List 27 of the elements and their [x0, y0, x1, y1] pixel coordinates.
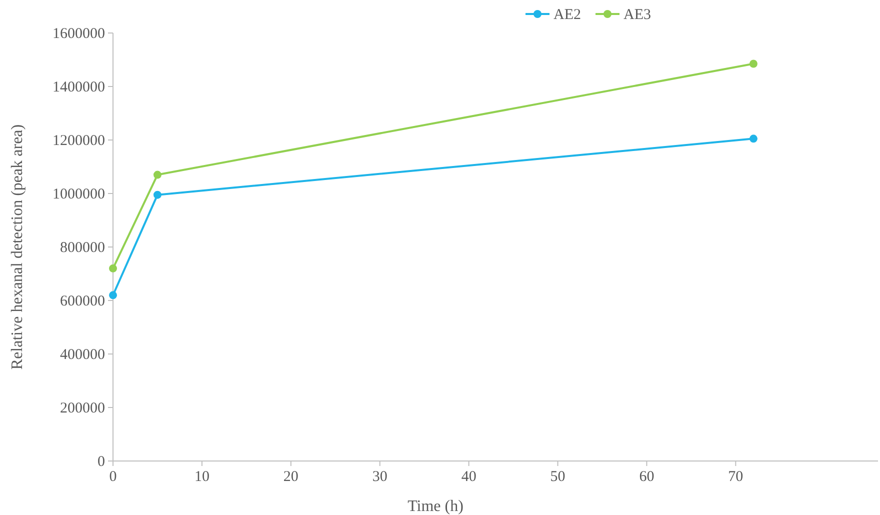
point	[749, 60, 758, 68]
point	[109, 264, 117, 272]
x-tick-label: 30	[372, 469, 388, 485]
x-tick-label: 60	[639, 469, 654, 485]
y-tick-label: 1200000	[52, 133, 105, 149]
x-tick-label: 70	[728, 469, 744, 485]
point	[153, 170, 162, 179]
legend-label: AE2	[554, 7, 581, 23]
point	[749, 134, 758, 143]
x-tick-label: 10	[194, 469, 210, 485]
point	[109, 291, 117, 300]
legend-label: AE3	[624, 7, 651, 23]
x-tick-label: 20	[283, 469, 298, 485]
y-tick-label: 1600000	[52, 26, 105, 42]
y-tick-label: 0	[98, 454, 105, 470]
x-tick-label: 50	[550, 469, 566, 485]
y-tick-label: 400000	[60, 347, 105, 363]
y-tick-label: 1400000	[52, 80, 105, 96]
x-tick-label: 40	[461, 469, 476, 485]
y-tick-label: 1000000	[52, 186, 105, 202]
y-tick-label: 600000	[60, 294, 105, 310]
y-axis-title: Relative hexanal detection (peak area)	[9, 124, 26, 370]
x-tick-label: 0	[109, 469, 117, 485]
point	[153, 190, 162, 199]
y-tick-label: 200000	[60, 400, 105, 416]
y-tick-label: 800000	[60, 240, 105, 256]
x-axis-title: Time (h)	[408, 498, 464, 515]
